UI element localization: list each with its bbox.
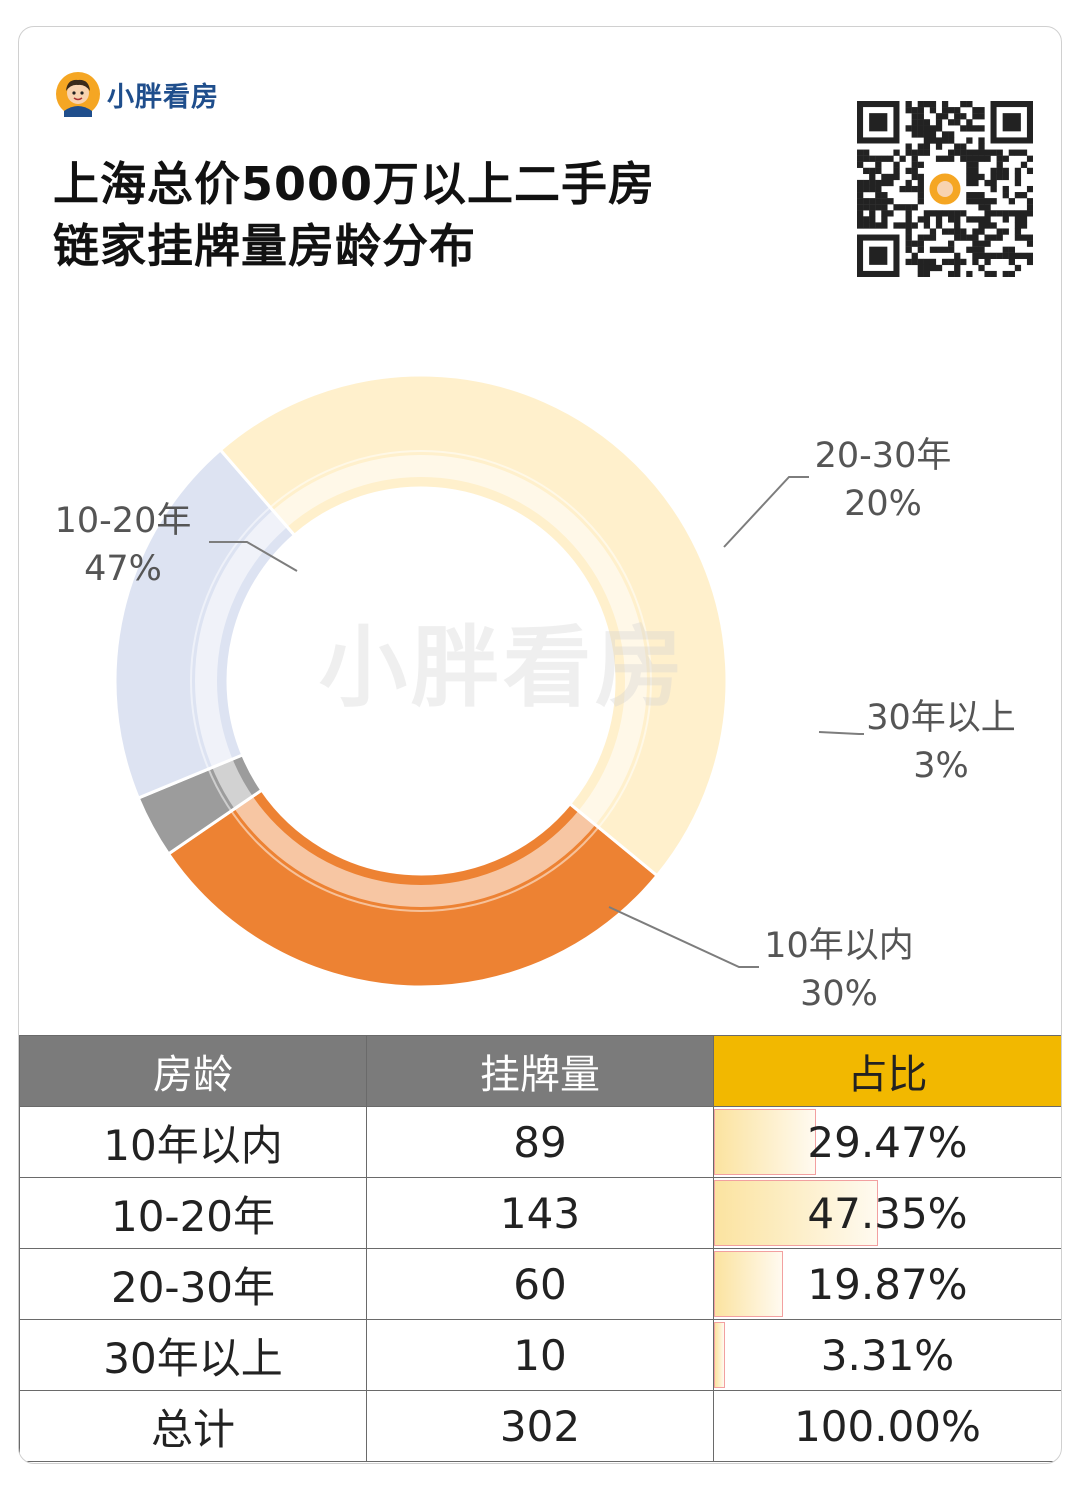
cell-count: 10	[366, 1319, 714, 1391]
table-row: 10年以内 89 29.47%	[19, 1106, 1061, 1178]
title-line-2: 链家挂牌量房龄分布	[53, 219, 476, 273]
data-table: 房龄 挂牌量 占比 10年以内 89 29.47% 10-20年 143 47.…	[19, 1035, 1061, 1462]
data-label-percent: 47%	[84, 549, 162, 589]
cell-share-text: 3.31%	[820, 1330, 955, 1380]
table-total-row: 总计 302 100.00%	[19, 1390, 1061, 1462]
donut-chart: 10年以内 30% 30年以上 3% 20-30年 20% 10-20年 47%	[55, 373, 1016, 1014]
cell-age: 10-20年	[19, 1177, 367, 1249]
cell-age: 10年以内	[19, 1106, 367, 1178]
table-row: 30年以上 10 3.31%	[19, 1319, 1061, 1391]
table-row: 20-30年 60 19.87%	[19, 1248, 1061, 1320]
leader-line	[723, 476, 809, 548]
leader-line	[209, 541, 298, 572]
cell-share: 19.87%	[713, 1248, 1061, 1320]
data-label-category: 10-20年	[55, 501, 192, 541]
share-bar	[714, 1180, 879, 1246]
cell-count: 143	[366, 1177, 714, 1249]
data-label-category: 30年以上	[866, 698, 1016, 738]
page-title: 上海总价5000万以上二手房 链家挂牌量房龄分布	[53, 153, 655, 277]
cell-total-share: 100.00%	[713, 1390, 1061, 1462]
leader-line	[818, 731, 864, 735]
watermark: 小胖看房	[319, 616, 688, 719]
header-count: 挂牌量	[366, 1035, 714, 1107]
cell-age: 20-30年	[19, 1248, 367, 1320]
cell-share-text: 29.47%	[807, 1117, 968, 1167]
cell-share: 29.47%	[713, 1106, 1061, 1178]
share-bar	[714, 1109, 817, 1175]
data-label-category: 20-30年	[815, 436, 952, 476]
share-bar	[714, 1251, 783, 1317]
table-header-row: 房龄 挂牌量 占比	[19, 1035, 1061, 1107]
cell-total-label: 总计	[19, 1390, 367, 1462]
leader-line	[608, 906, 759, 968]
share-bar	[714, 1322, 726, 1388]
header-age: 房龄	[19, 1035, 367, 1107]
cell-share: 3.31%	[713, 1319, 1061, 1391]
title-line-1: 上海总价5000万以上二手房	[53, 157, 656, 211]
brand: 小胖看房	[55, 71, 219, 117]
data-label-category: 10年以内	[764, 926, 914, 966]
brand-name: 小胖看房	[107, 81, 219, 113]
table-row: 10-20年 143 47.35%	[19, 1177, 1061, 1249]
header-share: 占比	[713, 1035, 1061, 1107]
data-label-percent: 30%	[800, 974, 878, 1014]
cell-share-text: 19.87%	[807, 1259, 968, 1309]
avatar-icon	[56, 72, 100, 117]
data-label-percent: 20%	[844, 484, 922, 524]
cell-share: 47.35%	[713, 1177, 1061, 1249]
infographic-card: 小胖看房 上海总价5000万以上二手房 链家挂牌量房龄分布 10年以内 30% 30…	[18, 26, 1062, 1464]
qr-code-icon	[857, 101, 1033, 277]
cell-count: 89	[366, 1106, 714, 1178]
cell-share-text: 47.35%	[807, 1188, 968, 1238]
cell-count: 60	[366, 1248, 714, 1320]
segment-10-20	[218, 373, 729, 878]
data-label-percent: 3%	[913, 746, 969, 786]
cell-total-count: 302	[366, 1390, 714, 1462]
cell-age: 30年以上	[19, 1319, 367, 1391]
